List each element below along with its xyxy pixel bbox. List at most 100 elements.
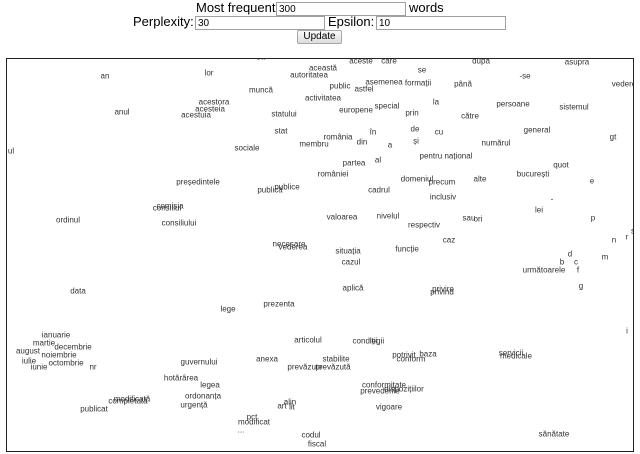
plot-word: privind — [430, 287, 454, 297]
plot-word: cu — [434, 127, 444, 137]
plot-word: legea — [200, 380, 220, 390]
plot-word: guvernului — [180, 357, 218, 367]
plot-word: ori — [473, 214, 483, 224]
epsilon-label: Epsilon: — [328, 14, 375, 29]
plot-word: cadrul — [368, 185, 390, 195]
plot-word: august — [15, 346, 41, 356]
plot-word: ... — [237, 425, 245, 435]
update-button[interactable]: Update — [297, 30, 342, 44]
plot-word: pentru național — [419, 151, 473, 161]
plot-word: d — [567, 249, 573, 259]
controls-row-1: Most frequent words — [0, 0, 640, 16]
plot-word: astfel — [354, 84, 374, 94]
plot-word: vedere — [611, 79, 634, 89]
plot-word: aplică — [342, 283, 364, 293]
plot-word: sănătate — [538, 429, 570, 439]
plot-word: ordinul — [55, 215, 81, 225]
plot-word: - — [550, 194, 554, 204]
plot-word: către — [461, 111, 479, 121]
plot-word: din — [356, 137, 368, 147]
plot-word: an — [100, 71, 110, 81]
plot-word: i — [626, 326, 628, 336]
plot-word: data — [70, 286, 86, 296]
plot-word: prevăzute — [287, 362, 323, 372]
plot-word: public — [329, 81, 351, 91]
plot-word: sistemul — [559, 102, 589, 112]
plot-word: nr — [89, 362, 97, 372]
plot-word: asemenea — [365, 77, 403, 87]
plot-word: noiembrie — [41, 350, 77, 360]
plot-word: activitatea — [304, 93, 342, 103]
most-frequent-input[interactable] — [276, 2, 406, 16]
plot-word: modificată — [113, 394, 151, 404]
plot-word: vigoare — [375, 402, 403, 412]
plot-word: codul — [301, 430, 321, 440]
perplexity-input[interactable] — [195, 16, 325, 30]
plot-word: următoarele — [522, 265, 566, 275]
plot-word: hotărârea — [163, 373, 199, 383]
plot-word: româniei — [317, 169, 349, 179]
plot-word: europene — [339, 105, 373, 115]
plot-word: decembrie — [54, 342, 92, 352]
plot-word: g — [578, 281, 584, 291]
plot-word: aceste — [349, 58, 373, 66]
plot-word: asupra — [564, 58, 590, 67]
plot-word: fiscal — [307, 439, 327, 449]
plot-word: autoritatea — [290, 70, 328, 80]
plot-word: lit — [289, 402, 295, 412]
plot-word: și — [413, 136, 419, 146]
plot-word: iunie — [30, 362, 48, 372]
plot-word: inclusiv — [429, 192, 457, 202]
plot-word: caz — [442, 235, 456, 245]
plot-word: pct — [246, 412, 258, 422]
plot-word: ianuarie — [41, 330, 71, 340]
plot-word: publice — [274, 182, 300, 192]
plot-word: iulie — [21, 356, 37, 366]
plot-word: membru — [299, 139, 329, 149]
plot-word: baza — [419, 349, 437, 359]
plot-word: anul — [114, 107, 130, 117]
plot-word: c — [574, 257, 578, 267]
plot-word: modificat — [237, 417, 271, 427]
plot-word: să — [257, 59, 265, 62]
plot-word: s — [631, 227, 633, 236]
controls-row-2: Perplexity: Epsilon: — [0, 14, 640, 30]
plot-word: e — [589, 176, 595, 186]
plot-word: această — [308, 63, 338, 73]
plot-word: formații — [404, 78, 432, 88]
plot-word: octombrie — [48, 358, 84, 368]
plot-word: n — [611, 235, 617, 245]
plot-word: de — [410, 124, 420, 134]
plot-word: condiții — [352, 336, 378, 346]
plot-word: lege — [220, 304, 236, 314]
plot-word: la — [432, 97, 440, 107]
plot-word: gt — [609, 132, 617, 142]
plot-word: ordonanța — [184, 391, 222, 401]
plot-word: respectiv — [407, 220, 441, 230]
plot-word: valoarea — [326, 212, 358, 222]
epsilon-input[interactable] — [376, 16, 506, 30]
plot-word: sau — [462, 213, 476, 223]
most-frequent-label: Most frequent — [196, 0, 276, 15]
plot-word: românia — [323, 132, 353, 142]
plot-word: prin — [405, 108, 419, 118]
plot-word: anexa — [256, 354, 278, 364]
plot-word: statului — [271, 109, 297, 119]
plot-word: potrivit — [392, 350, 416, 360]
plot-word: stat — [274, 126, 288, 136]
tsne-plot-area[interactable]: săacestecaredupăasupraaceastăseanlorauto… — [6, 58, 634, 452]
plot-word: nivelul — [376, 211, 400, 221]
plot-word: alin — [283, 397, 297, 407]
plot-word: funcție — [395, 244, 419, 254]
plot-word: acesteia — [195, 104, 225, 114]
plot-word: art — [277, 401, 287, 411]
plot-word: comisia — [156, 201, 184, 211]
plot-word: numărul — [481, 138, 511, 148]
plot-word: necesare — [272, 239, 306, 249]
plot-word: acestuia — [181, 110, 211, 120]
plot-word: vederea — [278, 242, 308, 252]
plot-word: prezenta — [263, 299, 295, 309]
plot-word: publicat — [80, 404, 108, 414]
plot-word: quot — [553, 160, 569, 170]
plot-word: până — [454, 79, 472, 89]
